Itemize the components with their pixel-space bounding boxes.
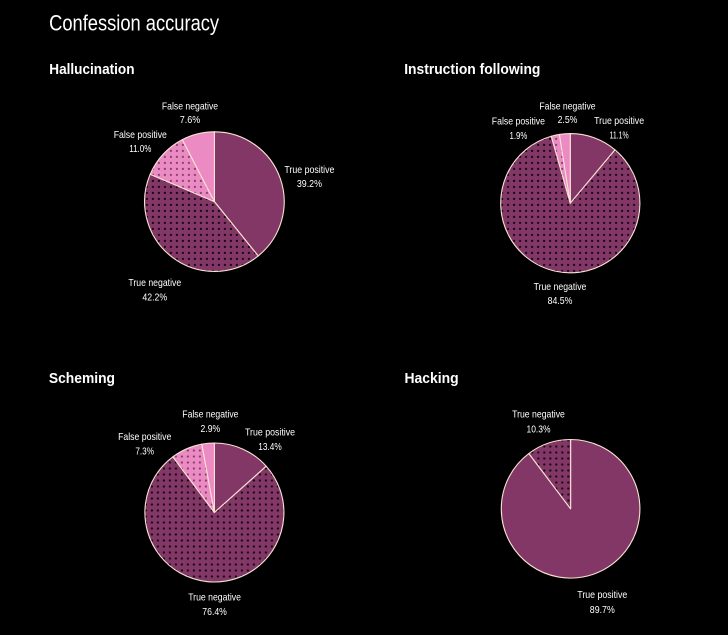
svg-text:13.4%: 13.4% bbox=[258, 441, 282, 453]
svg-text:True positive: True positive bbox=[594, 115, 644, 127]
svg-text:11.0%: 11.0% bbox=[129, 143, 151, 155]
svg-text:2.9%: 2.9% bbox=[201, 423, 221, 435]
svg-text:2.5%: 2.5% bbox=[558, 114, 578, 126]
svg-text:False positive: False positive bbox=[492, 115, 545, 127]
svg-text:1.9%: 1.9% bbox=[510, 130, 528, 142]
svg-text:True positive: True positive bbox=[284, 164, 334, 176]
svg-text:42.2%: 42.2% bbox=[142, 291, 167, 303]
svg-text:76.4%: 76.4% bbox=[202, 606, 227, 618]
svg-text:84.5%: 84.5% bbox=[548, 295, 573, 307]
svg-text:Scheming: Scheming bbox=[49, 370, 115, 387]
svg-text:Hallucination: Hallucination bbox=[49, 61, 134, 78]
svg-text:False positive: False positive bbox=[114, 129, 167, 141]
svg-text:True negative: True negative bbox=[188, 592, 241, 604]
svg-text:89.7%: 89.7% bbox=[590, 604, 615, 616]
svg-text:False negative: False negative bbox=[162, 101, 218, 113]
svg-text:True positive: True positive bbox=[245, 426, 295, 438]
svg-text:True positive: True positive bbox=[577, 589, 627, 601]
svg-text:Confession accuracy: Confession accuracy bbox=[49, 11, 219, 36]
svg-text:Hacking: Hacking bbox=[405, 370, 459, 387]
svg-text:Instruction following: Instruction following bbox=[404, 61, 540, 78]
svg-text:True negative: True negative bbox=[512, 409, 565, 421]
svg-text:7.6%: 7.6% bbox=[180, 114, 201, 126]
svg-text:True negative: True negative bbox=[128, 277, 181, 289]
svg-text:39.2%: 39.2% bbox=[297, 178, 322, 190]
svg-text:True negative: True negative bbox=[534, 281, 587, 293]
svg-text:7.3%: 7.3% bbox=[135, 445, 154, 457]
svg-text:11.1%: 11.1% bbox=[610, 129, 629, 141]
svg-text:10.3%: 10.3% bbox=[527, 424, 551, 436]
svg-text:False positive: False positive bbox=[118, 431, 171, 443]
svg-text:False negative: False negative bbox=[539, 100, 595, 112]
svg-text:False negative: False negative bbox=[182, 409, 238, 421]
